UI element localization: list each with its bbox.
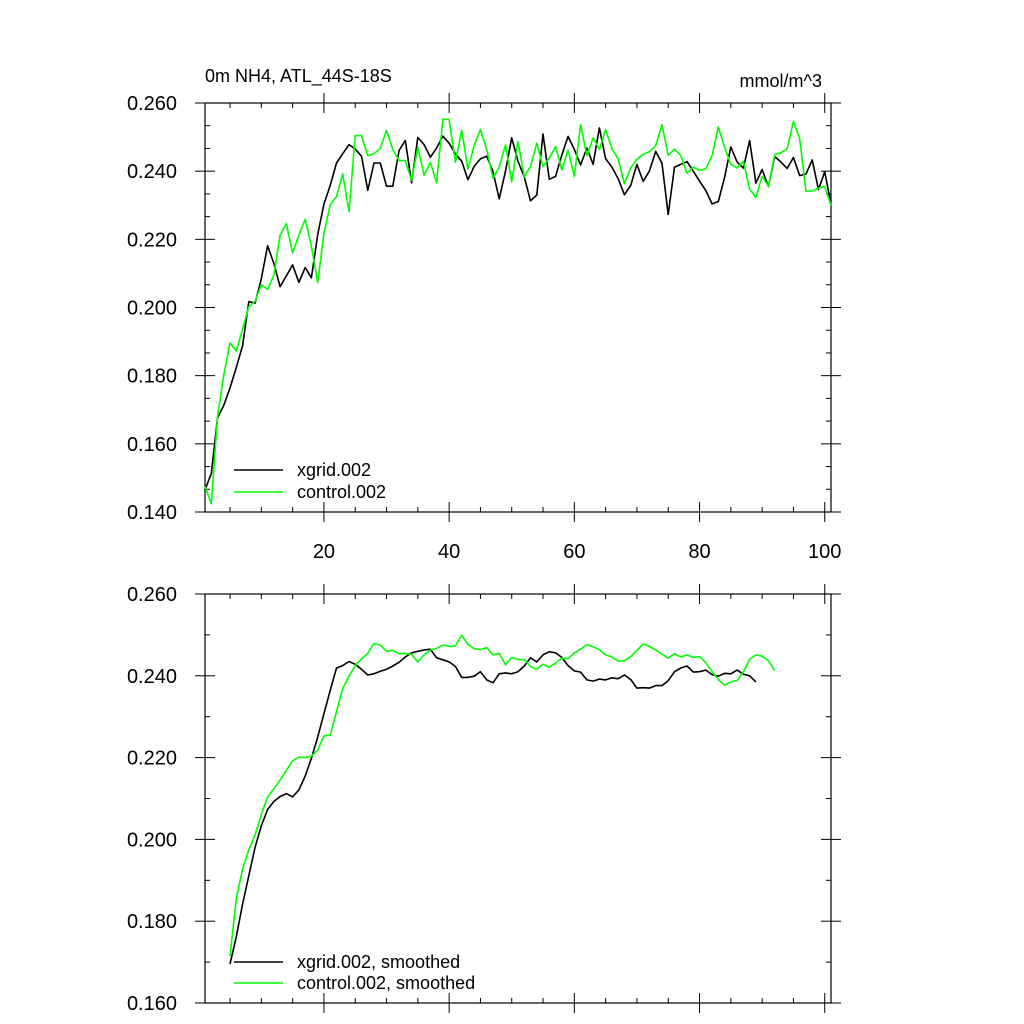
y-tick-label: 0.140 [127,502,177,524]
x-tick-label: 100 [808,541,841,563]
y-tick-label: 0.240 [127,666,177,688]
legend-label-control: control.002 [297,482,386,502]
plot-frame [204,593,832,1004]
y-tick-label: 0.260 [127,584,177,606]
y-tick-label: 0.260 [127,93,177,115]
x-tick-label: 60 [563,541,585,563]
plot-frame [204,102,832,513]
y-tick-label: 0.220 [127,229,177,251]
y-tick-label: 0.160 [127,434,177,456]
chart-panel-top: 20 40 60 80 100 0.140 0.160 0.180 0.200 0.220 0.24… [127,93,841,563]
y-tick-label: 0.200 [127,298,177,320]
top-legend: xgrid.002 control.002 [234,460,386,502]
y-tick-label: 0.240 [127,161,177,183]
y-tick-label: 0.180 [127,366,177,388]
bottom-legend: xgrid.002, smoothed control.002, smoothe… [234,952,475,993]
chart-units-label: mmol/m^3 [740,71,822,91]
series-line-xgrid [204,127,832,491]
series-line-control [204,118,832,505]
y-tick-label: 0.220 [127,748,177,770]
legend-label-xgrid: xgrid.002 [297,460,371,480]
series-line-control [229,634,776,957]
x-tick-label: 40 [438,541,460,563]
legend-label-xgrid-smoothed: xgrid.002, smoothed [297,952,460,972]
series-line-xgrid [229,648,757,965]
legend-label-control-smoothed: control.002, smoothed [297,973,475,993]
x-tick-label: 20 [313,541,335,563]
y-tick-label: 0.200 [127,829,177,851]
y-tick-label: 0.160 [127,993,177,1015]
x-tick-label: 80 [688,541,710,563]
y-tick-label: 0.180 [127,911,177,933]
chart-panel-bottom: 0.160 0.180 0.200 0.220 0.240 0.260 [127,584,841,1015]
chart-title: 0m NH4, ATL_44S-18S [205,66,392,87]
